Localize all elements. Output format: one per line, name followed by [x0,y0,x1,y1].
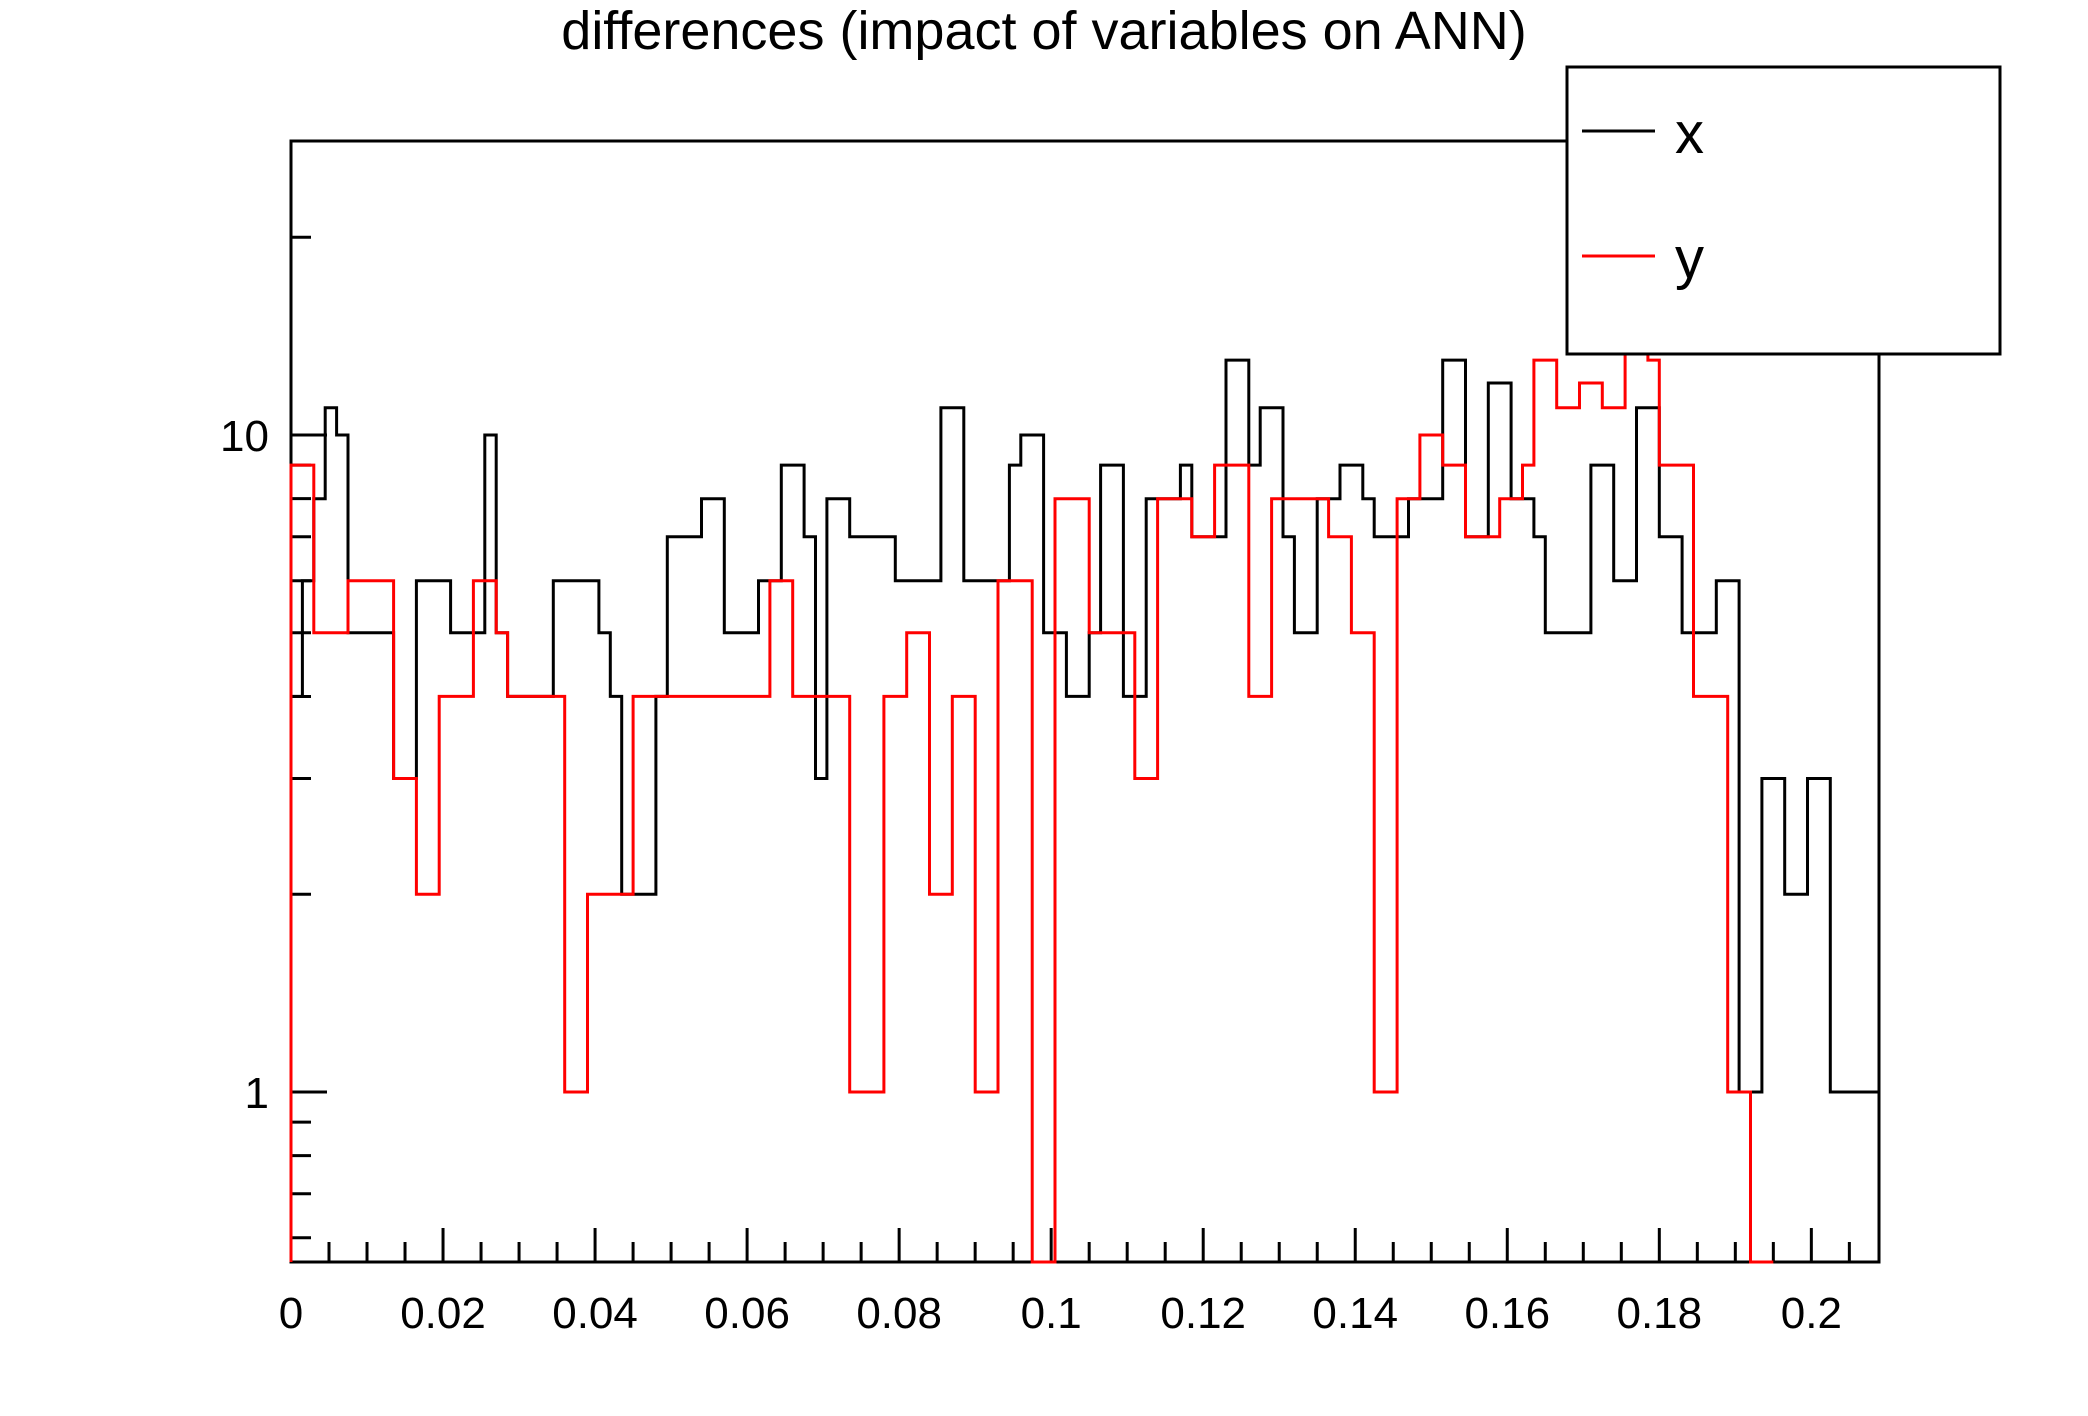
chart-title: differences (impact of variables on ANN) [561,1,1527,61]
x-tick-label: 0.16 [1464,1289,1550,1338]
legend-label-y: y [1675,226,1704,291]
x-tick-label: 0.06 [704,1289,790,1338]
y-tick-label: 10 [220,412,269,461]
legend-label-x: x [1675,101,1704,166]
x-tick-label: 0.14 [1312,1289,1398,1338]
y-axis-ticks: 1 10 [220,235,327,1240]
x-tick-label: 0.18 [1616,1289,1702,1338]
legend: xy [1565,65,2002,356]
x-tick-label: 0.04 [552,1289,638,1338]
x-axis-ticks: 0 0.02 0.04 0.06 0.08 0.1 0.12 0.14 0.16 0.18 0.2 [279,1228,1851,1338]
series-paths [289,208,1881,1264]
x-tick-label: 0.1 [1021,1289,1082,1338]
x-tick-label: 0.02 [400,1289,486,1338]
x-tick-label: 0.08 [856,1289,942,1338]
x-tick-label: 0 [279,1289,303,1338]
series-y [289,208,1774,1264]
x-tick-label: 0.2 [1781,1289,1842,1338]
y-tick-label: 1 [245,1069,269,1118]
series-x [289,358,1881,1262]
x-tick-label: 0.12 [1160,1289,1246,1338]
